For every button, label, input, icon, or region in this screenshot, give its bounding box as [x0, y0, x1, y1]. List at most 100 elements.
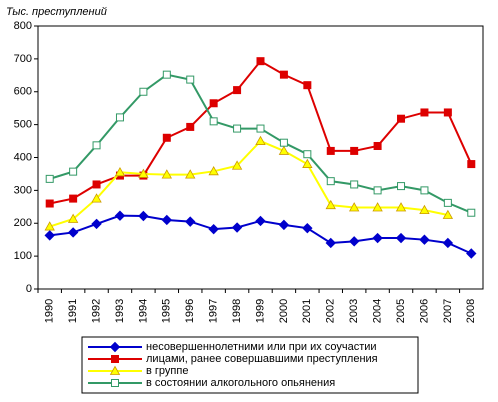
legend-label: несовершеннолетними или при их соучастии — [146, 341, 377, 353]
data-point — [255, 215, 266, 227]
y-tick-label: 300 — [14, 184, 32, 196]
x-tick-label: 1995 — [161, 299, 173, 323]
data-point — [92, 141, 101, 150]
data-point — [208, 223, 219, 235]
x-tick-label: 2001 — [301, 299, 313, 323]
data-point — [278, 145, 290, 155]
data-point — [372, 232, 383, 244]
data-point — [162, 70, 171, 79]
x-tick-label: 1992 — [90, 299, 102, 323]
data-point — [397, 114, 406, 123]
data-point — [373, 186, 382, 195]
data-point — [185, 169, 196, 179]
y-tick-label: 400 — [14, 151, 32, 163]
data-point — [209, 117, 218, 126]
data-point — [397, 182, 406, 191]
x-tick-label: 2008 — [465, 299, 477, 323]
x-tick-label: 2000 — [278, 299, 290, 323]
data-point — [466, 248, 477, 259]
x-tick-label: 2004 — [372, 299, 384, 323]
data-point — [302, 158, 313, 168]
data-point — [303, 81, 312, 90]
legend-marker — [109, 365, 121, 375]
legend-marker — [111, 355, 119, 363]
data-point — [67, 213, 79, 223]
data-point — [185, 216, 196, 227]
data-point — [302, 222, 313, 234]
legend-marker — [109, 341, 121, 353]
data-point — [69, 194, 78, 203]
x-tick-label: 1994 — [137, 299, 149, 323]
data-point — [255, 135, 266, 145]
x-tick-label: 1996 — [184, 299, 196, 323]
data-point — [114, 166, 126, 177]
x-tick-label: 1999 — [254, 299, 266, 323]
data-point — [114, 210, 126, 221]
legend-label: в состоянии алкогольного опьянения — [146, 377, 335, 389]
data-point — [45, 174, 54, 183]
y-tick-label: 200 — [14, 217, 32, 229]
data-point — [467, 208, 476, 217]
x-tick-label: 1997 — [208, 299, 220, 323]
data-point — [138, 168, 149, 178]
data-point — [209, 99, 218, 108]
data-point — [67, 227, 79, 238]
data-point — [373, 141, 382, 150]
x-tick-label: 2005 — [395, 299, 407, 323]
data-point — [303, 150, 312, 159]
data-point — [278, 219, 290, 231]
data-point — [325, 237, 336, 249]
data-point — [231, 222, 243, 233]
data-point — [326, 146, 335, 155]
data-point — [420, 186, 429, 195]
data-point — [349, 202, 360, 212]
y-tick-label: 0 — [26, 283, 32, 295]
data-point — [419, 204, 430, 214]
data-point — [467, 160, 476, 169]
y-axis-label: Тыс. преступлений — [6, 6, 107, 18]
data-point — [91, 193, 102, 203]
data-point — [115, 113, 124, 122]
data-point — [325, 199, 336, 210]
y-tick-label: 100 — [14, 250, 32, 262]
data-point — [208, 165, 219, 176]
data-point — [395, 202, 407, 212]
x-tick-label: 1991 — [67, 299, 79, 323]
data-point — [233, 86, 242, 95]
data-point — [279, 138, 288, 147]
data-point — [45, 199, 54, 208]
data-point — [348, 236, 360, 247]
x-tick-label: 2007 — [442, 299, 454, 323]
data-point — [442, 209, 454, 219]
y-tick-label: 600 — [14, 86, 32, 98]
data-point — [256, 124, 265, 133]
y-tick-label: 800 — [14, 20, 32, 32]
data-point — [372, 202, 383, 212]
y-tick-label: 500 — [14, 119, 32, 131]
data-point — [91, 218, 102, 230]
data-point — [350, 146, 359, 155]
x-tick-label: 1993 — [114, 299, 126, 323]
x-tick-label: 2006 — [418, 299, 430, 323]
data-point — [256, 57, 265, 66]
data-point — [231, 160, 243, 170]
data-point — [443, 198, 452, 207]
data-point — [419, 234, 430, 245]
data-point — [233, 124, 242, 133]
x-tick-label: 1998 — [231, 299, 243, 323]
legend-label: лицами, ранее совершавшими преступления — [146, 353, 378, 365]
data-point — [44, 230, 55, 241]
data-point — [395, 232, 407, 244]
data-point — [69, 167, 78, 176]
x-tick-label: 2003 — [348, 299, 360, 323]
data-point — [161, 214, 173, 226]
data-point — [350, 180, 359, 189]
data-point — [92, 180, 101, 189]
x-tick-label: 1990 — [44, 299, 56, 323]
plot-frame — [37, 25, 484, 290]
data-point — [186, 75, 195, 84]
data-point — [279, 70, 288, 79]
legend-label: в группе — [146, 365, 188, 377]
data-point — [420, 108, 429, 117]
data-point — [139, 87, 148, 96]
